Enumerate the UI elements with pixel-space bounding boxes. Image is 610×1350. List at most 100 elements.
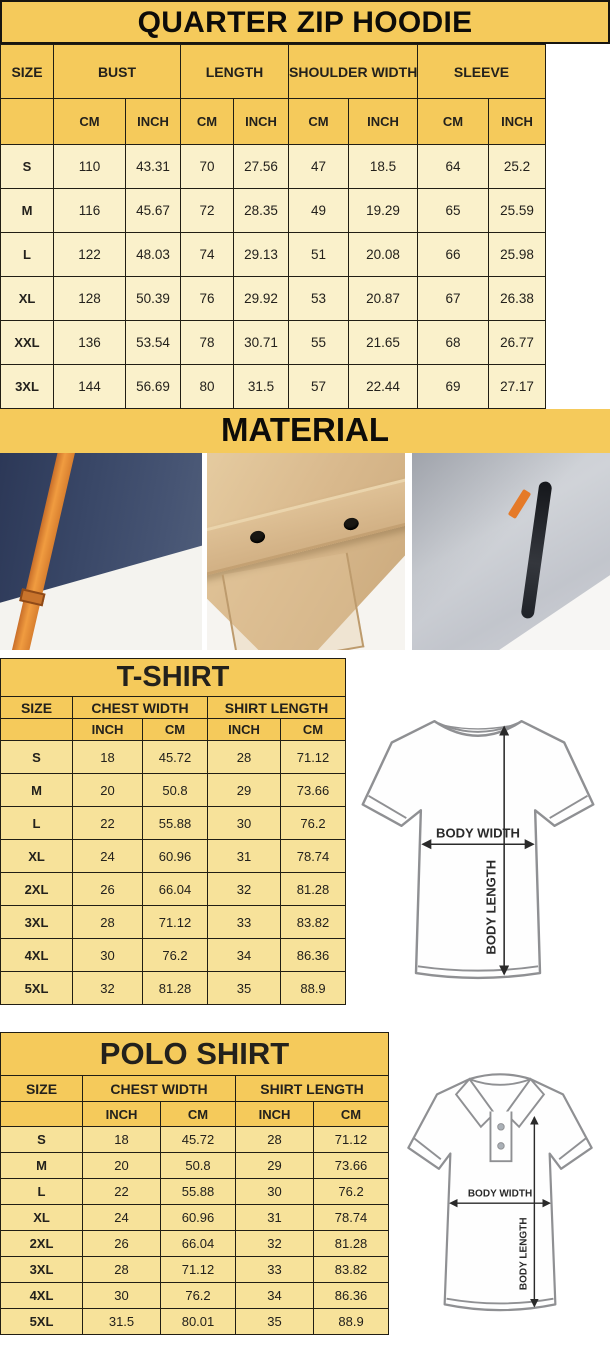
value-cell: 34 [235, 1282, 314, 1309]
value-cell: 71.12 [312, 1126, 390, 1153]
value-cell: 53 [288, 276, 349, 321]
tshirt-outline [361, 719, 595, 980]
size-cell: S [0, 1126, 83, 1153]
table-row: 5XL 32 81.28 35 88.9 [0, 971, 347, 1005]
table-row: 4XL 30 76.2 34 86.36 [0, 1282, 390, 1309]
value-cell: 116 [53, 188, 126, 233]
size-cell: 4XL [0, 1282, 83, 1309]
table-row: XL 128 50.39 76 29.92 53 20.87 67 26.38 [0, 276, 610, 321]
body-length-label: BODY LENGTH [518, 1217, 529, 1290]
value-cell: 22 [72, 806, 143, 840]
shoulder-width-column-header: SHOULDER WIDTH [287, 44, 419, 99]
value-cell: 33 [235, 1256, 314, 1283]
value-cell: 25.2 [488, 144, 547, 189]
value-cell: 28 [72, 905, 143, 939]
unit-header-inch: INCH [235, 1101, 314, 1127]
value-cell: 30 [72, 938, 143, 972]
header-unit-row: INCH CM INCH CM [0, 1101, 390, 1127]
value-cell: 71.12 [142, 905, 208, 939]
value-cell: 64 [417, 144, 490, 189]
value-cell: 71.12 [279, 740, 347, 774]
unit-header-cm: CM [288, 98, 349, 145]
value-cell: 50.39 [125, 276, 181, 321]
size-cell: 5XL [0, 971, 73, 1005]
unit-header-inch: INCH [207, 718, 281, 741]
value-cell: 55.88 [142, 806, 208, 840]
body-width-label: BODY WIDTH [467, 1189, 531, 1200]
tshirt-measurement-diagram: BODY WIDTH BODY LENGTH [361, 719, 595, 980]
size-cell: M [0, 773, 73, 807]
value-cell: 43.31 [125, 144, 181, 189]
table-row: L 22 55.88 30 76.2 [0, 1178, 390, 1205]
value-cell: 20 [72, 773, 143, 807]
value-cell: 81.28 [142, 971, 208, 1005]
tshirt-table-body: S 18 45.72 28 71.12 M 20 50.8 29 73.66 L 22 55.88 30 7… [0, 740, 347, 1005]
table-row: 4XL 30 76.2 34 86.36 [0, 938, 347, 972]
value-cell: 30 [207, 806, 281, 840]
size-cell: XL [0, 276, 54, 321]
value-cell: 22 [82, 1178, 161, 1205]
value-cell: 33 [207, 905, 281, 939]
unit-header-cm: CM [53, 98, 126, 145]
size-cell: XL [0, 1204, 83, 1231]
size-cell: M [0, 188, 54, 233]
table-row: 3XL 144 56.69 80 31.5 57 22.44 69 27.17 [0, 364, 610, 409]
size-cell: L [0, 1178, 83, 1205]
unit-header-cm: CM [312, 1101, 390, 1127]
snap-button [248, 529, 267, 545]
size-cell: 4XL [0, 938, 73, 972]
value-cell: 136 [53, 320, 126, 365]
table-row: 3XL 28 71.12 33 83.82 [0, 905, 347, 939]
value-cell: 20.87 [347, 276, 419, 321]
value-cell: 81.28 [312, 1230, 390, 1257]
size-cell: L [0, 232, 54, 277]
collar-right-flap [504, 1077, 545, 1129]
tshirt-title-row: T-SHIRT [0, 658, 347, 697]
value-cell: 26.77 [488, 320, 547, 365]
snap-button [342, 516, 360, 532]
placket-button [496, 1142, 505, 1150]
value-cell: 35 [207, 971, 281, 1005]
khaki-snap-flap-pocket-photo [207, 453, 405, 650]
value-cell: 31.5 [82, 1308, 161, 1335]
polo-size-table: POLO SHIRT SIZE CHEST WIDTH SHIRT LENGTH… [0, 1032, 390, 1335]
polo-section-title: POLO SHIRT [0, 1032, 390, 1076]
unit-header-inch: INCH [125, 98, 181, 145]
gray-fleece-sleeve-zipper-photo [412, 453, 610, 650]
right-cuff-seam [549, 794, 588, 819]
value-cell: 29.92 [233, 276, 289, 321]
size-column-header: SIZE [0, 1075, 83, 1102]
table-row: M 20 50.8 29 73.66 [0, 1152, 390, 1179]
size-column-header: SIZE [0, 696, 73, 719]
value-cell: 73.66 [312, 1152, 390, 1179]
body-length-label: BODY LENGTH [483, 860, 498, 955]
value-cell: 45.67 [125, 188, 181, 233]
hem-seam [445, 1297, 554, 1305]
unit-header-inch: INCH [82, 1101, 161, 1127]
size-cell: S [0, 144, 54, 189]
value-cell: 68 [417, 320, 490, 365]
shirt-length-column-header: SHIRT LENGTH [206, 696, 347, 719]
value-cell: 32 [207, 872, 281, 906]
units-spacer-cell [0, 98, 54, 145]
tshirt-section-title: T-SHIRT [0, 658, 347, 697]
value-cell: 31 [235, 1204, 314, 1231]
unit-header-inch: INCH [233, 98, 289, 145]
header-unit-row: CM INCH CM INCH CM INCH CM INCH [0, 98, 610, 145]
value-cell: 70 [180, 144, 234, 189]
header-group-row: SIZE BUST LENGTH SHOULDER WIDTH SLEEVE [0, 44, 610, 99]
table-row: L 122 48.03 74 29.13 51 20.08 66 25.98 [0, 232, 610, 277]
value-cell: 25.59 [488, 188, 547, 233]
length-column-header: LENGTH [180, 44, 289, 99]
value-cell: 30.71 [233, 320, 289, 365]
value-cell: 19.29 [347, 188, 419, 233]
left-cuff-seam [368, 794, 407, 819]
value-cell: 49 [288, 188, 349, 233]
polo-measurement-diagram: BODY WIDTH BODY LENGTH [406, 1073, 593, 1312]
size-cell: XL [0, 839, 73, 873]
tshirt-table-header: T-SHIRT SIZE CHEST WIDTH SHIRT LENGTH IN… [0, 658, 347, 741]
header-group-row: SIZE CHEST WIDTH SHIRT LENGTH [0, 696, 347, 719]
value-cell: 26 [72, 872, 143, 906]
size-cell: 3XL [0, 364, 54, 409]
